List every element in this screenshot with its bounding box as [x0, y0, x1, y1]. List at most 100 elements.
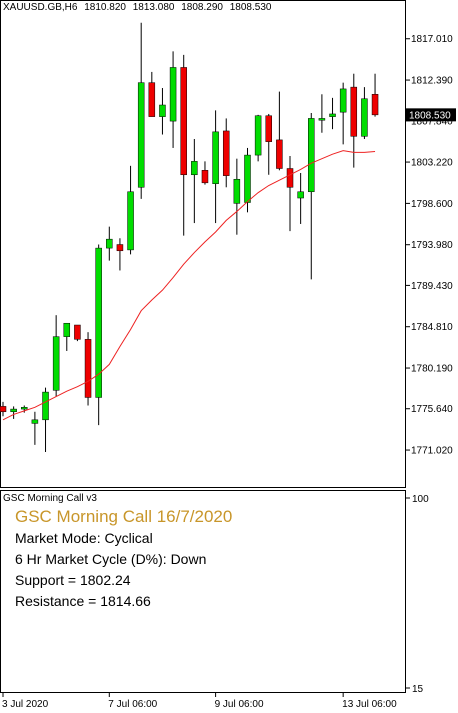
candle-body-bullish [329, 113, 336, 117]
candle [21, 405, 28, 413]
x-tick-label: 13 Jul 06:00 [342, 699, 397, 710]
candle [169, 51, 177, 148]
x-axis: 3 Jul 2020 7 Jul 06:00 9 Jul 06:00 13 Jul 0… [2, 693, 397, 710]
candle-body-bullish [52, 336, 60, 391]
candle-body-bullish [233, 178, 241, 204]
candle [233, 158, 241, 235]
x-tick-label: 9 Jul 06:00 [215, 699, 264, 710]
candle-body-bearish [201, 170, 209, 184]
support-line: Support = 1802.24 [15, 572, 131, 588]
indicator-scale-bottom: 15 [412, 684, 424, 695]
candle [84, 332, 92, 406]
y-tick-label: 1780.190 [411, 364, 453, 375]
candle [201, 161, 209, 185]
candle-body-bearish [148, 82, 156, 117]
candle [180, 54, 187, 236]
candle-body-bullish [31, 419, 39, 424]
candle [95, 244, 102, 426]
y-tick-label: 1817.010 [411, 34, 453, 45]
indicator-scale-top: 100 [412, 494, 429, 505]
candle [297, 172, 304, 224]
market-mode-line: Market Mode: Cyclical [15, 530, 153, 546]
candle-body-bullish [169, 67, 177, 122]
candle [222, 118, 230, 188]
chart-header: XAUUSD.GB,H6 1810.820 1813.080 1808.290 … [3, 2, 275, 13]
indicator-text-block: GSC Morning Call 16/7/2020 Market Mode: … [15, 505, 232, 612]
candle-body-bullish [127, 191, 134, 251]
candle-body-bullish [244, 154, 251, 203]
candle [63, 322, 71, 351]
candle-body-bearish [0, 406, 7, 413]
candle-body-bearish [180, 67, 187, 176]
indicator-pane[interactable] [0, 490, 406, 693]
candle-body-bullish [361, 98, 368, 137]
market-cycle-line: 6 Hr Market Cycle (D%): Down [15, 551, 207, 567]
open-value: 1810.820 [84, 2, 126, 13]
current-price-label: 1808.530 [409, 110, 451, 121]
y-tick-label: 1789.430 [411, 281, 453, 292]
candle [318, 94, 326, 133]
y-tick-label: 1775.640 [411, 404, 453, 415]
candle-body-bullish [191, 161, 198, 176]
candle [159, 88, 166, 135]
candle-body-bearish [350, 86, 358, 137]
current-price-marker: 1808.530 [406, 108, 456, 122]
candle-body-bullish [254, 115, 262, 156]
candle [42, 387, 49, 453]
candle [127, 165, 134, 255]
candle [244, 147, 251, 213]
symbol-label: XAUUSD.GB,H6 [3, 2, 78, 13]
candle-body-bullish [297, 191, 304, 199]
candle [148, 71, 156, 117]
candle-body-bullish [159, 104, 166, 117]
candle-body-bullish [10, 408, 17, 413]
morning-call-heading: GSC Morning Call 16/7/2020 [15, 507, 233, 526]
candle-body-bearish [222, 130, 230, 176]
candle [361, 87, 368, 139]
candle-body-bearish [286, 168, 294, 188]
resistance-line: Resistance = 1814.66 [15, 593, 151, 609]
y-axis: 1817.010 1812.390 1807.840 1803.220 1798.600… [406, 34, 453, 457]
high-value: 1813.080 [132, 2, 175, 13]
candle-body-bearish [276, 139, 283, 169]
y-tick-label: 1798.600 [411, 199, 453, 210]
candle-body-bearish [84, 339, 92, 398]
candle [116, 238, 124, 271]
y-tick-label: 1793.980 [411, 240, 453, 251]
candle [191, 138, 198, 224]
candle [52, 315, 60, 397]
indicator-title: GSC Morning Call v3 [3, 493, 97, 504]
candle-body-bullish [318, 118, 326, 121]
candle-body-bearish [371, 94, 379, 116]
candle-body-bearish [74, 324, 81, 340]
close-value: 1808.530 [229, 2, 272, 13]
candle-body-bullish [339, 88, 347, 113]
candle [31, 411, 39, 445]
y-tick-label: 1803.220 [411, 158, 453, 169]
indicator-scale: 100 15 [406, 494, 429, 695]
candle-body-bullish [42, 391, 49, 421]
candle-body-bullish [106, 238, 113, 249]
candle [137, 22, 145, 199]
candle [212, 110, 219, 224]
candle [339, 82, 347, 145]
candle-body-bullish [212, 131, 219, 184]
moving-average-layer [2, 150, 376, 421]
candle-body-bullish [95, 247, 102, 398]
y-tick-label: 1812.390 [411, 76, 453, 87]
y-tick-label: 1807.840 [411, 116, 453, 127]
y-tick-label: 1771.020 [411, 446, 453, 457]
candle [329, 97, 336, 130]
y-tick-label: 1784.810 [411, 322, 453, 333]
low-value: 1808.290 [181, 2, 223, 13]
candle-body-bearish [116, 244, 124, 252]
candle [106, 226, 113, 261]
candle-body-bullish [63, 322, 71, 337]
candle-body-bullish [308, 118, 315, 193]
candle-body-bullish [137, 82, 145, 188]
candle-body-bearish [265, 115, 272, 142]
candles-layer [0, 22, 379, 453]
x-tick-label: 7 Jul 06:00 [108, 699, 157, 710]
x-tick-label: 3 Jul 2020 [2, 699, 49, 710]
